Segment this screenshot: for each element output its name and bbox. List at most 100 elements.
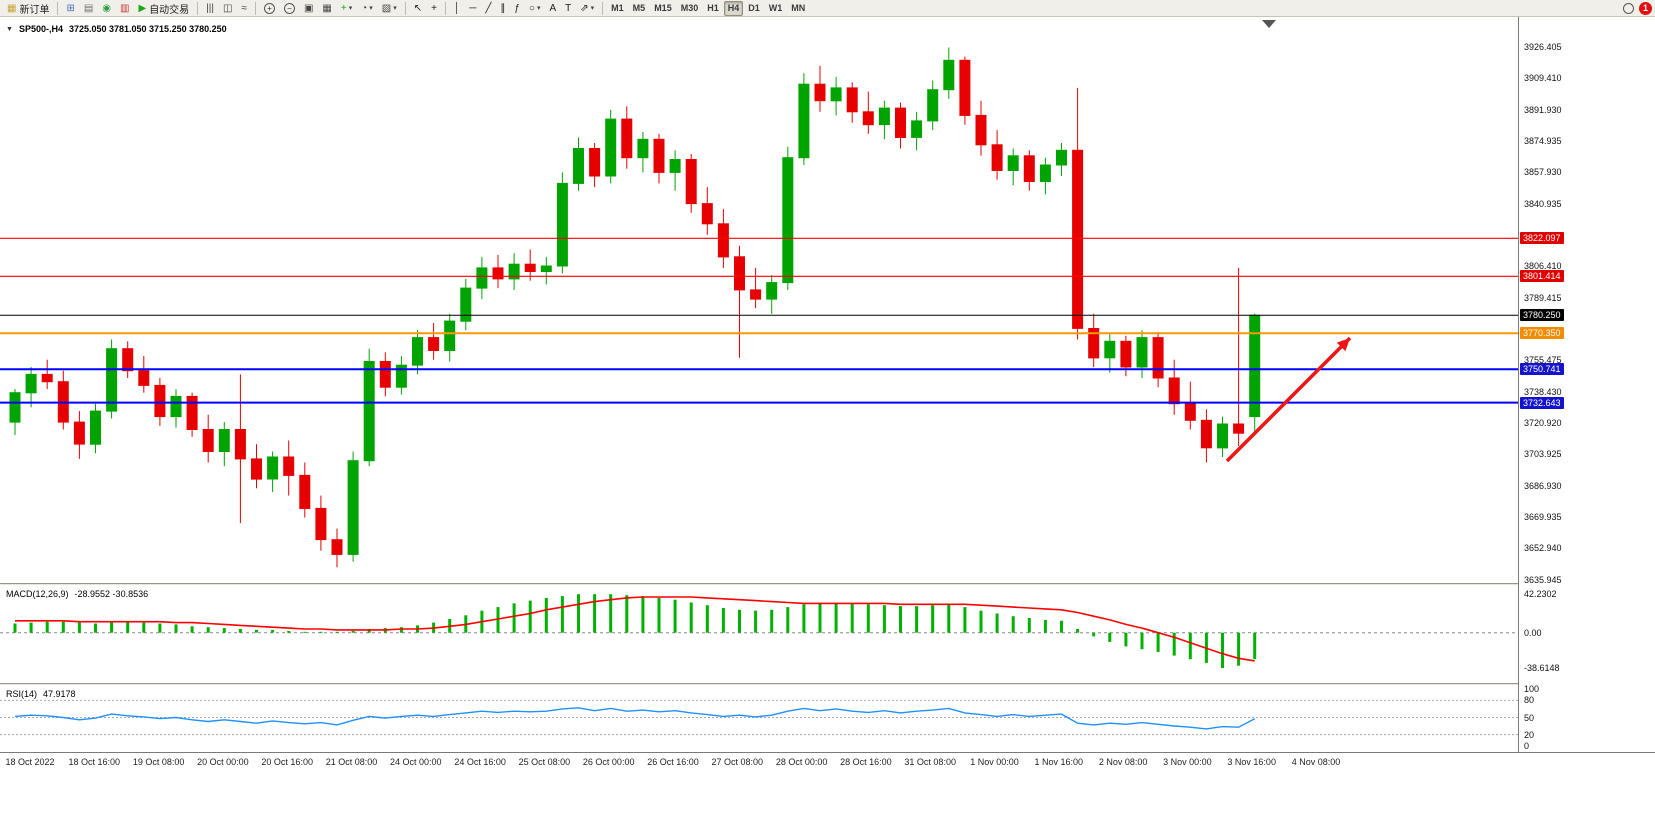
rsi-line <box>14 707 1256 730</box>
timeframe-mn-button[interactable]: MN <box>787 1 809 16</box>
caret-down-icon: ▾ <box>536 5 541 12</box>
zoom-out-button[interactable]: − <box>280 1 299 16</box>
fibonacci-button[interactable]: ƒ <box>510 1 524 16</box>
price-tick: 3857.930 <box>1524 167 1562 178</box>
zoom-in-button-icon: + <box>263 2 275 14</box>
timeframe-h1-button[interactable]: H1 <box>703 1 723 16</box>
text-button[interactable]: A <box>545 1 560 16</box>
time-tick: 1 Nov 16:00 <box>1034 757 1084 767</box>
price-tick: 3652.940 <box>1524 543 1562 554</box>
time-axis[interactable]: 18 Oct 2022 18 Oct 16:00 19 Oct 08:00 20 Oc… <box>0 752 1655 772</box>
price-tick: 3891.930 <box>1524 104 1562 115</box>
timeframe-m5-button[interactable]: M5 <box>629 1 650 16</box>
crosshair-button[interactable]: + <box>427 1 441 16</box>
timeframe-w1-button[interactable]: W1 <box>765 1 787 16</box>
caret-down-icon: ▾ <box>590 5 595 12</box>
time-tick: 24 Oct 00:00 <box>390 757 442 767</box>
price-tick: 3720.920 <box>1524 418 1562 428</box>
price-axis[interactable]: 3926.405 3909.410 3891.930 3874.935 3857.930… <box>1518 17 1655 752</box>
arrows-button[interactable]: ⇗ ▾ <box>576 1 598 16</box>
time-tick: 26 Oct 16:00 <box>647 757 699 767</box>
market-watch-button[interactable]: ⊞ <box>62 1 78 16</box>
text-label-button-icon: T <box>565 2 572 14</box>
macd-histogram <box>13 594 1257 668</box>
toolbar-separator <box>444 1 446 15</box>
new-order-button[interactable]: ▦ 新订单 <box>3 1 53 16</box>
indicators-button-icon: + <box>340 2 347 14</box>
rsi-panel-splitter[interactable] <box>0 683 1655 686</box>
cursor-button-icon: ↖ <box>413 2 423 14</box>
timeframe-mn-button-label: MN <box>791 3 806 13</box>
search-button[interactable] <box>1619 1 1638 16</box>
timeframe-m1-button[interactable]: M1 <box>607 1 628 16</box>
toolbar-separator <box>602 1 604 15</box>
rsi-indicator-panel[interactable]: RSI(14) 47.9178 <box>0 686 1518 752</box>
rsi-axis-tick: 80 <box>1524 695 1535 706</box>
rsi-indicator-name: RSI(14) <box>6 689 38 699</box>
macd-panel-splitter[interactable] <box>0 583 1655 586</box>
channel-button[interactable]: ∥ <box>496 1 509 16</box>
templates-button[interactable]: ▧ ▾ <box>378 1 401 16</box>
horizontal-lines-layer[interactable] <box>0 237 1518 404</box>
price-line-badge: 3732.643 <box>1520 396 1564 409</box>
time-tick: 18 Oct 2022 <box>5 757 55 767</box>
timeframe-h4-button[interactable]: H4 <box>723 0 744 16</box>
tile-windows-button[interactable]: ▣ <box>300 1 317 16</box>
cascade-windows-button[interactable]: ▦ <box>318 1 335 16</box>
timeframe-m1-button-label: M1 <box>611 3 624 13</box>
timeframe-m15-button-label: M15 <box>654 3 672 13</box>
notification-badge[interactable]: 1 <box>1639 1 1652 15</box>
data-window-button[interactable]: ▤ <box>80 1 97 16</box>
price-tick: 3703.925 <box>1524 449 1562 460</box>
text-button-icon: A <box>549 2 557 14</box>
zoom-in-button[interactable]: + <box>260 1 279 16</box>
rsi-indicator-value: 47.9178 <box>43 689 76 699</box>
navigator-button-icon: ◉ <box>102 2 112 14</box>
notification-badge-label: 1 <box>1643 3 1649 13</box>
candlestick-chart[interactable] <box>0 17 1518 583</box>
price-line-badge: 3801.414 <box>1520 270 1564 283</box>
main-chart-panel[interactable]: ▼ SP500-,H4 3725.050 3781.050 3715.250 3… <box>0 17 1518 583</box>
timeframe-m15-button[interactable]: M15 <box>650 1 676 16</box>
time-tick: 21 Oct 08:00 <box>325 757 378 767</box>
templates-button-icon: ▧ <box>381 2 392 14</box>
price-tick: 3789.415 <box>1524 292 1562 303</box>
line-chart-button[interactable]: ≈ <box>237 1 251 16</box>
periods-button[interactable]: ◔ ▾ <box>357 1 377 16</box>
time-tick: 3 Nov 16:00 <box>1227 757 1276 767</box>
shapes-button[interactable]: ○ ▾ <box>525 1 545 16</box>
rsi-chart[interactable] <box>0 686 1518 752</box>
macd-signal-line <box>15 596 1255 662</box>
time-tick: 2 Nov 08:00 <box>1098 757 1148 767</box>
cursor-button[interactable]: ↖ <box>410 1 426 16</box>
channel-button-icon: ∥ <box>500 2 506 14</box>
vertical-line-button[interactable]: │ <box>450 1 464 16</box>
time-tick: 26 Oct 00:00 <box>582 757 635 767</box>
time-tick: 19 Oct 08:00 <box>132 757 185 767</box>
chart-title: ▼ SP500-,H4 3725.050 3781.050 3715.250 3… <box>6 24 227 34</box>
autotrading-button[interactable]: ▶ 自动交易 <box>134 1 193 16</box>
macd-axis-tick: 42.2302 <box>1524 589 1557 599</box>
navigator-button[interactable]: ◉ <box>98 1 115 16</box>
terminal-button[interactable]: ▥ <box>116 1 133 16</box>
tim eframe-m30-button[interactable]: M30 <box>677 1 703 16</box>
horizontal-line-button-icon: ─ <box>469 2 477 14</box>
macd-indicator-values: -28.9552 -30.8536 <box>74 589 149 599</box>
indicators-button[interactable]: + ▾ <box>337 1 356 16</box>
macd-chart[interactable] <box>0 586 1518 683</box>
time-tick: 20 Oct 00:00 <box>197 757 249 767</box>
bar-chart-button[interactable]: ||| <box>202 1 218 16</box>
collapse-ohlc-icon[interactable]: ▼ <box>6 25 13 33</box>
time-tick: 24 Oct 16:00 <box>454 757 506 767</box>
timeframe-d1-button[interactable]: D1 <box>744 1 764 16</box>
macd-indicator-panel[interactable]: MACD(12,26,9) -28.9552 -30.8536 <box>0 586 1518 683</box>
trend-arrow[interactable] <box>1225 336 1352 463</box>
price-line-badge: 3750.741 <box>1520 363 1564 376</box>
price-tick: 3669.935 <box>1524 511 1562 522</box>
trendline-button[interactable]: ╱ <box>481 1 495 16</box>
text-label-button[interactable]: T <box>561 1 575 16</box>
candlestick-chart-button[interactable]: ◫ <box>219 1 236 16</box>
horizontal-line-button[interactable]: ─ <box>465 1 480 16</box>
timeframe-d1-button-label: D1 <box>748 3 760 13</box>
chart-shift-marker-icon[interactable] <box>1262 20 1276 28</box>
